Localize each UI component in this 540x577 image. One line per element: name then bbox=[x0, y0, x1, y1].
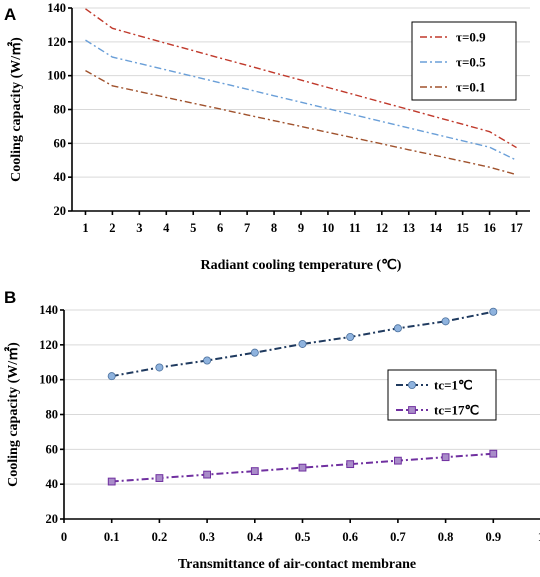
x-tick-label: 0.8 bbox=[438, 530, 454, 544]
legend-entry: tc=1℃ bbox=[434, 378, 473, 393]
y-tick-label: 120 bbox=[47, 35, 66, 49]
x-tick-label: 16 bbox=[483, 221, 496, 235]
x-axis-label: Transmittance of air-contact membrane bbox=[178, 557, 416, 572]
x-tick-label: 1 bbox=[82, 221, 88, 235]
x-tick-label: 0.2 bbox=[152, 530, 168, 544]
y-tick-label: 40 bbox=[54, 170, 67, 184]
x-tick-label: 9 bbox=[298, 221, 304, 235]
legend-box bbox=[387, 369, 497, 421]
data-point bbox=[346, 332, 355, 341]
x-tick-label: 0.1 bbox=[104, 530, 120, 544]
x-tick-label: 10 bbox=[322, 221, 335, 235]
data-point bbox=[441, 317, 450, 326]
data-point bbox=[298, 463, 307, 472]
legend: τ=0.9 τ=0.5 τ=0.1 bbox=[411, 21, 517, 101]
legend-entry: τ=0.5 bbox=[456, 55, 486, 70]
series-line bbox=[111, 310, 494, 378]
legend-entry: tc=17℃ bbox=[434, 403, 479, 418]
data-point bbox=[203, 470, 211, 479]
data-point bbox=[203, 356, 212, 365]
x-tick-label: 1 bbox=[538, 530, 540, 544]
x-tick-label: 8 bbox=[271, 221, 277, 235]
data-point bbox=[489, 307, 498, 316]
legend-entry: τ=0.1 bbox=[456, 80, 486, 95]
y-tick-label: 40 bbox=[46, 477, 59, 491]
data-point bbox=[489, 449, 498, 458]
x-axis-label: Radiant cooling temperature (℃) bbox=[201, 258, 402, 273]
x-tick-label: 0.9 bbox=[485, 530, 501, 544]
x-tick-label: 7 bbox=[244, 221, 250, 235]
x-tick-label: 4 bbox=[163, 221, 170, 235]
series-line bbox=[85, 8, 517, 149]
x-tick-label: 12 bbox=[376, 221, 389, 235]
y-tick-label: 60 bbox=[46, 442, 59, 456]
x-tick-label: 6 bbox=[217, 221, 223, 235]
data-point bbox=[107, 477, 116, 486]
y-axis-label: Cooling capacity (W/㎡) bbox=[7, 37, 24, 182]
legend-marker bbox=[408, 406, 416, 414]
x-tick-label: 13 bbox=[403, 221, 416, 235]
y-axis-label: Cooling capacity (W/㎡) bbox=[4, 342, 21, 487]
data-point bbox=[155, 474, 164, 482]
legend-marker bbox=[407, 380, 416, 389]
x-tick-label: 0.3 bbox=[199, 530, 215, 544]
x-tick-label: 15 bbox=[456, 221, 469, 235]
series-line bbox=[85, 69, 517, 176]
data-point bbox=[298, 339, 307, 348]
series-line bbox=[85, 39, 517, 161]
y-tick-label: 20 bbox=[54, 204, 67, 218]
x-tick-label: 17 bbox=[510, 221, 523, 235]
y-tick-label: 140 bbox=[39, 303, 58, 317]
y-tick-label: 120 bbox=[39, 338, 58, 352]
y-tick-label: 100 bbox=[39, 373, 58, 387]
data-point bbox=[346, 460, 355, 469]
panel-label-b: B bbox=[4, 288, 16, 307]
data-point bbox=[394, 456, 402, 465]
x-tick-label: 14 bbox=[429, 221, 442, 235]
chart-b: 20 40 60 80 100 120 140 0 0.1 0.2 0.3 0.4 0.5 0.6 0.7 0… bbox=[4, 303, 540, 572]
y-tick-label: 20 bbox=[46, 512, 59, 526]
x-tick-label: 0 bbox=[61, 530, 67, 544]
y-tick-label: 60 bbox=[54, 136, 67, 150]
x-tick-label: 0.7 bbox=[390, 530, 406, 544]
x-tick-label: 5 bbox=[190, 221, 196, 235]
x-tick-label: 3 bbox=[136, 221, 142, 235]
y-tick-label: 100 bbox=[47, 69, 66, 83]
legend-box bbox=[411, 21, 517, 101]
x-tick-label: 0.5 bbox=[295, 530, 311, 544]
data-point bbox=[441, 453, 450, 462]
y-tick-label: 80 bbox=[46, 408, 59, 422]
data-point bbox=[393, 324, 402, 333]
panel-label-a: A bbox=[4, 5, 16, 24]
data-point bbox=[250, 348, 259, 357]
data-point bbox=[107, 372, 116, 381]
x-tick-label: 0.4 bbox=[247, 530, 263, 544]
x-tick-label: 0.6 bbox=[342, 530, 358, 544]
legend: tc=1℃ tc=17℃ bbox=[387, 369, 497, 421]
y-tick-label: 80 bbox=[54, 103, 67, 117]
legend-entry: τ=0.9 bbox=[456, 30, 486, 45]
x-tick-label: 2 bbox=[109, 221, 115, 235]
y-tick-label: 140 bbox=[47, 1, 66, 15]
data-point bbox=[250, 467, 259, 476]
x-tick-label: 11 bbox=[349, 221, 361, 235]
data-point bbox=[155, 363, 164, 372]
